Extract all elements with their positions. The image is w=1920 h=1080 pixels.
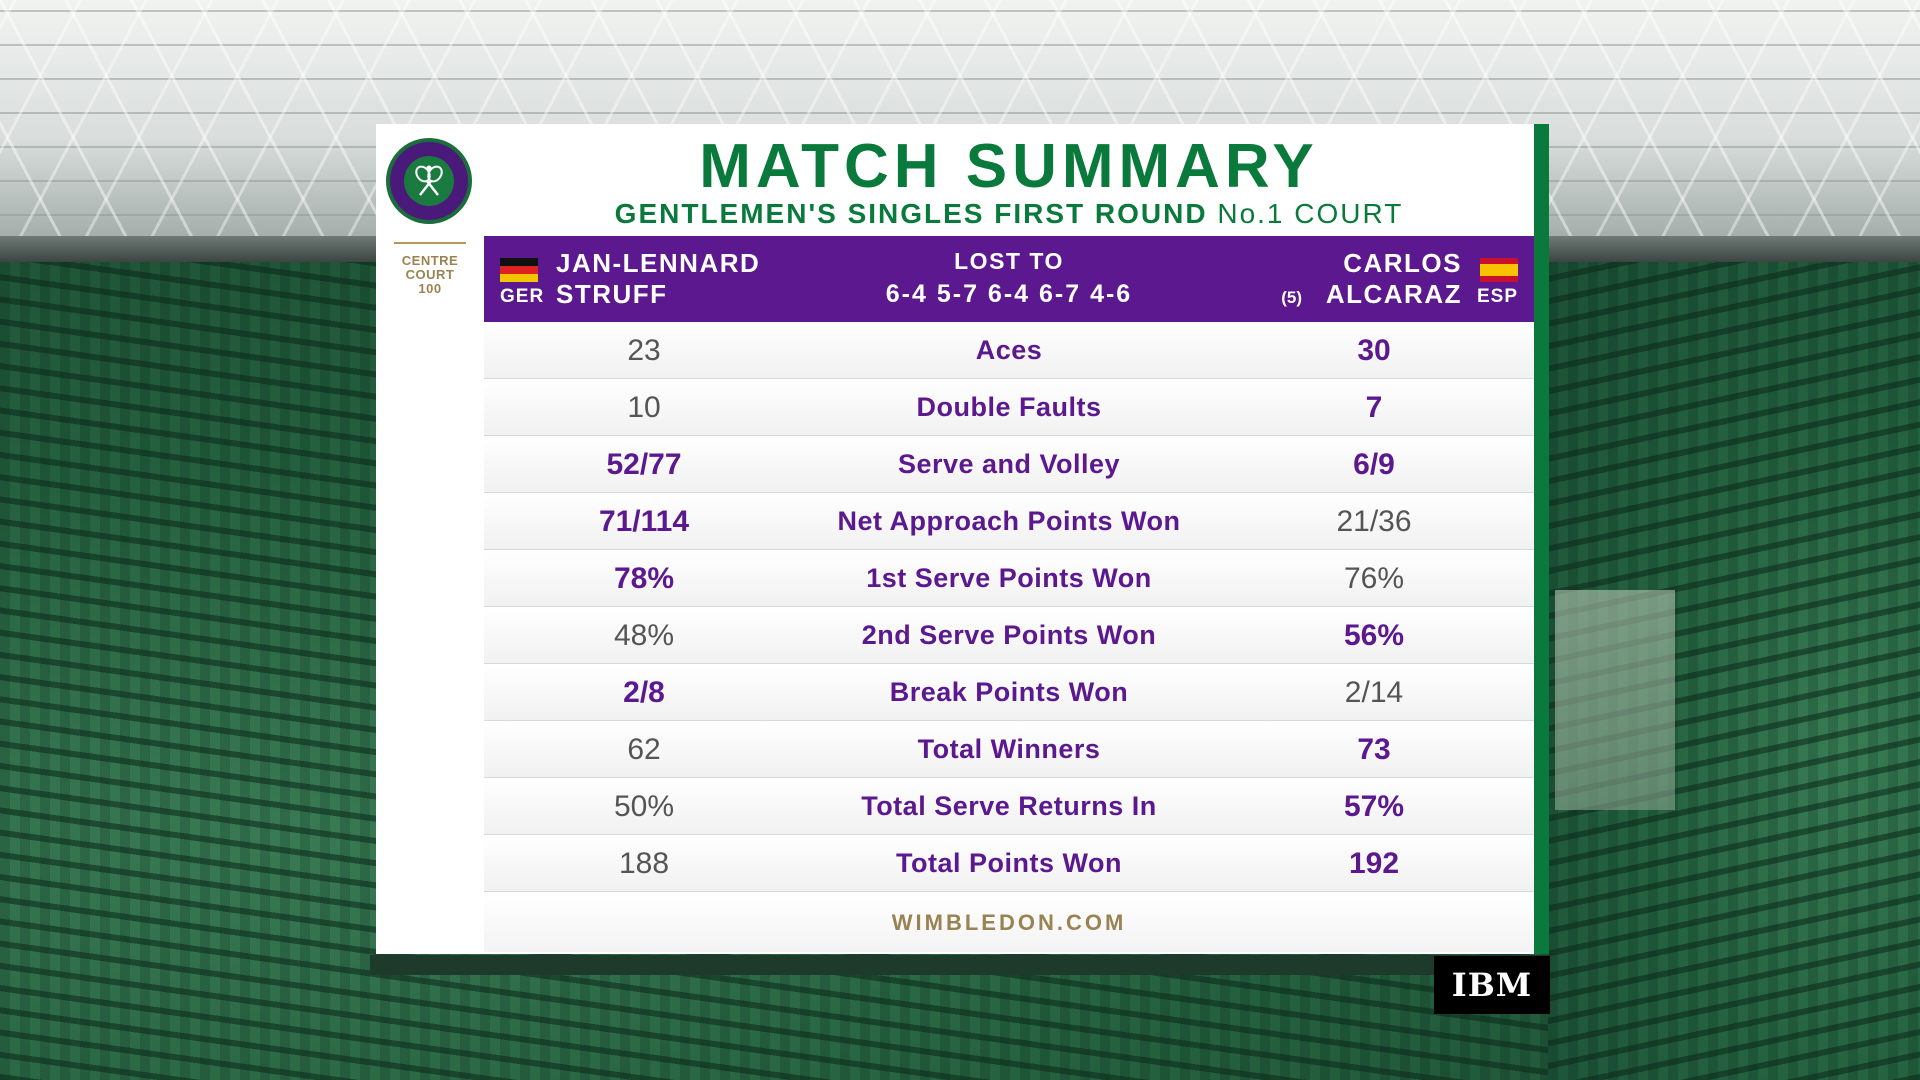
stat-row: 52/77 Serve and Volley 6/9 (484, 436, 1534, 493)
player1-stat-value: 50% (613, 790, 675, 823)
player2-stat-value: 73 (1357, 733, 1391, 766)
player1-first-name: JAN-LENNARD (556, 248, 761, 278)
panel-green-stripe (1534, 124, 1549, 954)
player2-stat-value: 192 (1348, 847, 1400, 880)
player1-stat-value: 52/77 (606, 448, 682, 481)
stat-row: 23 Aces 30 (484, 322, 1534, 379)
centre-court-100-logo: CENTRE COURT 100 (394, 242, 466, 306)
player2-last-name: ALCARAZ (1325, 279, 1462, 309)
player1-stat-value: 71/114 (598, 505, 690, 538)
court-wall (370, 955, 1550, 975)
event-name: GENTLEMEN'S SINGLES FIRST ROUND (614, 198, 1208, 229)
player1-stat-value: 78% (613, 562, 675, 595)
player2-stat-value: 21/36 (1336, 505, 1412, 538)
stat-row: 71/114 Net Approach Points Won 21/36 (484, 493, 1534, 550)
player2-stat-value: 30 (1357, 334, 1391, 367)
stat-label: Total Serve Returns In (861, 791, 1157, 821)
stat-label: Total Points Won (896, 848, 1122, 878)
stat-label: Total Winners (917, 734, 1101, 764)
court-name: No.1 COURT (1217, 198, 1404, 229)
page-title: MATCH SUMMARY (699, 132, 1319, 201)
centre-court-line2: COURT (405, 267, 455, 282)
player1-country: GER (500, 286, 545, 307)
stats-table: 23 Aces 30 10 Double Faults 7 52/77 Serv… (484, 322, 1534, 892)
page-subtitle: GENTLEMEN'S SINGLES FIRST ROUND No.1 COU… (484, 196, 1534, 232)
stat-row: 62 Total Winners 73 (484, 721, 1534, 778)
centre-court-line1: CENTRE (401, 253, 459, 268)
court-surface (1555, 590, 1675, 810)
stat-label: Aces (975, 335, 1043, 365)
website-footer: WIMBLEDON.COM (484, 894, 1534, 952)
stat-label: 2nd Serve Points Won (861, 620, 1157, 650)
player1-stat-value: 48% (613, 619, 675, 652)
player1-stat-value: 188 (618, 847, 670, 880)
wimbledon-logo-icon (386, 138, 472, 224)
stat-row: 2/8 Break Points Won 2/14 (484, 664, 1534, 721)
stat-label: 1st Serve Points Won (866, 563, 1152, 593)
player2-stat-value: 2/14 (1344, 676, 1404, 709)
stat-label: Double Faults (916, 392, 1102, 422)
panel-sidebar: CENTRE COURT 100 (376, 124, 484, 954)
match-summary-panel: CENTRE COURT 100 MATCH SUMMARY GENTLEMEN… (376, 124, 1534, 954)
player2-stat-value: 76% (1343, 562, 1405, 595)
player2-stat-value: 57% (1343, 790, 1405, 823)
crossed-rackets-icon (404, 156, 454, 206)
player2-country: ESP (1476, 286, 1518, 307)
player1-last-name: STRUFF (556, 279, 668, 309)
match-score: 6-4 5-7 6-4 6-7 4-6 (885, 280, 1133, 308)
stat-row: 48% 2nd Serve Points Won 56% (484, 607, 1534, 664)
player2-first-name: CARLOS (1343, 248, 1462, 278)
player1-stat-value: 62 (627, 733, 661, 766)
ibm-logo: IBM (1434, 956, 1550, 1014)
stat-row: 10 Double Faults 7 (484, 379, 1534, 436)
player2-seed: (5) (1281, 288, 1302, 307)
player1-stat-value: 2/8 (623, 676, 665, 709)
stat-row: 78% 1st Serve Points Won 76% (484, 550, 1534, 607)
player2-stat-value: 6/9 (1353, 448, 1395, 481)
player1-stat-value: 10 (627, 391, 661, 424)
player2-stat-value: 56% (1343, 619, 1405, 652)
stat-label: Serve and Volley (897, 449, 1121, 479)
player1-stat-value: 23 (627, 334, 661, 367)
germany-flag-icon (500, 258, 538, 282)
match-result: LOST TO (954, 248, 1064, 274)
centre-court-line3: 100 (418, 281, 442, 296)
stat-label: Net Approach Points Won (837, 506, 1181, 536)
stat-label: Break Points Won (889, 677, 1129, 707)
stat-row: 50% Total Serve Returns In 57% (484, 778, 1534, 835)
players-header: GER JAN-LENNARD STRUFF LOST TO 6-4 5-7 6… (484, 236, 1534, 322)
spain-flag-icon (1480, 258, 1518, 282)
stat-row: 188 Total Points Won 192 (484, 835, 1534, 892)
player2-stat-value: 7 (1365, 391, 1383, 424)
